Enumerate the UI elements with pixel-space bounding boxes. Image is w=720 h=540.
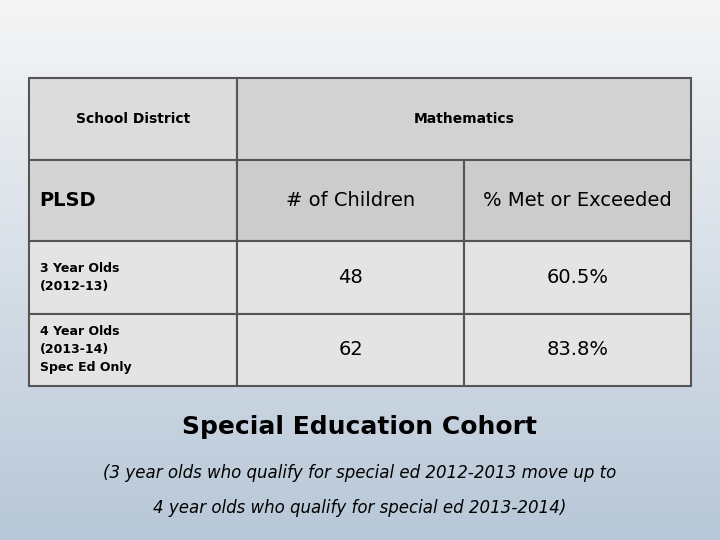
Bar: [238, 314, 464, 386]
Text: # of Children: # of Children: [286, 191, 415, 210]
Text: PLSD: PLSD: [40, 191, 96, 210]
Bar: [29, 241, 238, 314]
Bar: [29, 78, 238, 160]
Text: Special Education Cohort: Special Education Cohort: [182, 415, 538, 438]
Text: 4 Year Olds
(2013-14)
Spec Ed Only: 4 Year Olds (2013-14) Spec Ed Only: [40, 326, 131, 374]
Bar: [464, 160, 691, 241]
Text: Mathematics: Mathematics: [414, 112, 515, 126]
Text: School District: School District: [76, 112, 190, 126]
Text: 60.5%: 60.5%: [546, 268, 608, 287]
Text: 62: 62: [338, 340, 363, 360]
Text: % Met or Exceeded: % Met or Exceeded: [483, 191, 672, 210]
Bar: [464, 314, 691, 386]
Text: 3 Year Olds
(2012-13): 3 Year Olds (2012-13): [40, 262, 119, 293]
Bar: [29, 160, 238, 241]
Bar: [238, 78, 691, 160]
Text: 4 year olds who qualify for special ed 2013-2014): 4 year olds who qualify for special ed 2…: [153, 498, 567, 517]
Text: 83.8%: 83.8%: [546, 340, 608, 360]
Bar: [238, 241, 464, 314]
Text: (3 year olds who qualify for special ed 2012-2013 move up to: (3 year olds who qualify for special ed …: [104, 463, 616, 482]
Bar: [464, 241, 691, 314]
Bar: [238, 160, 464, 241]
Text: 48: 48: [338, 268, 363, 287]
Bar: [29, 314, 238, 386]
